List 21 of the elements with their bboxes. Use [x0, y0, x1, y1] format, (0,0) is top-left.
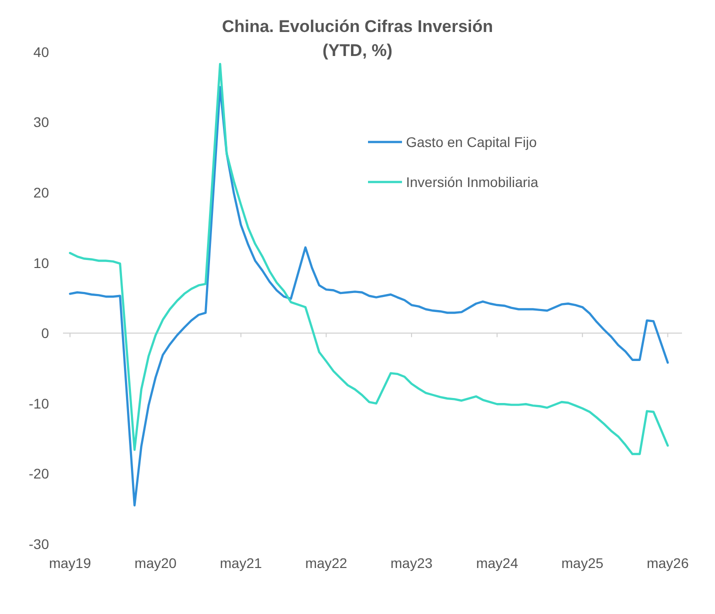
line-series: [68, 86, 669, 506]
chart-title: China. Evolución Cifras Inversión (YTD, %): [222, 17, 494, 60]
x-tick-label: may20: [134, 555, 177, 571]
y-tick-label: -10: [28, 395, 50, 412]
x-tick-label: may22: [305, 555, 348, 571]
y-tick-label: -30: [28, 536, 50, 552]
y-tick-label: 40: [33, 44, 50, 60]
y-tick-label: 0: [41, 325, 50, 342]
x-tick-label: may21: [220, 555, 262, 571]
y-tick-label: -20: [28, 466, 50, 482]
y-tick-label: 10: [33, 254, 50, 271]
x-tick-label: may25: [561, 555, 604, 571]
y-tick-label: 20: [33, 184, 50, 200]
legend-label: Gasto en Capital Fijo: [406, 134, 537, 150]
y-tick-label: 30: [33, 114, 50, 130]
x-tick-label: may24: [476, 555, 518, 571]
legend-label: Inversión Inmobiliaria: [406, 174, 538, 190]
line-series: [68, 62, 669, 456]
x-tick-label: may26: [646, 555, 689, 571]
x-tick-label: may23: [390, 555, 433, 571]
x-tick-label: may19: [48, 555, 92, 571]
